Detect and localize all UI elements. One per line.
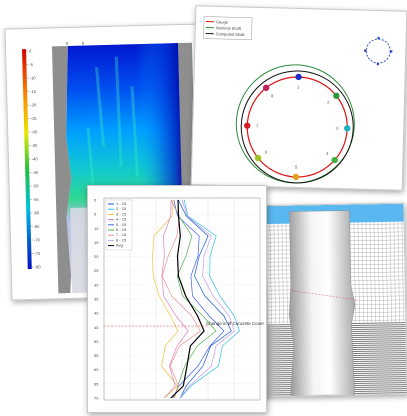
heat-field-streaks — [86, 56, 139, 198]
scale-label: -25 — [31, 116, 38, 121]
depth-tick: 55 — [94, 353, 99, 358]
gauge-dot — [331, 156, 338, 164]
cross-section-panel: Gauge Nominal Shaft Computed Shaft 1 2 3 4 5… — [190, 5, 407, 191]
gauge-dot — [295, 73, 302, 81]
depth-tick: 30 — [94, 282, 99, 287]
depth-tick: 0 — [94, 198, 97, 203]
profile-series — [152, 199, 240, 399]
legend-computed-shaft: Computed Shaft — [216, 31, 246, 37]
gauge-label: 3 — [336, 125, 339, 130]
legend-entry: 5 - 15 — [116, 222, 127, 227]
gauge-dot — [344, 125, 351, 132]
profile-series-line — [180, 199, 240, 399]
legend-entry: 7 - 15 — [116, 232, 127, 237]
depth-tick: 65 — [94, 381, 99, 386]
scale-label: -55 — [33, 197, 40, 202]
gauge-label: 8 — [271, 93, 274, 98]
gauge-label: 1 — [297, 84, 300, 89]
profile-series-line — [161, 199, 201, 399]
gauge-label: 6 — [265, 149, 268, 154]
profile-chart-panel: 0 5 10 15 20 25 30 35 40 45 50 55 60 65 70 1 - 15 2 - 1… — [87, 185, 267, 413]
depth-tick: 10 — [94, 226, 99, 231]
gauge-dot — [262, 84, 270, 92]
legend-entry: 1 - 15 — [116, 201, 127, 206]
profile-series-line — [170, 199, 217, 399]
scale-label: -15 — [30, 89, 37, 94]
gauge-label: 7 — [256, 123, 259, 128]
depth-tick: 15 — [94, 240, 99, 245]
depth-tick: 40 — [94, 311, 99, 316]
shaft-edge-left — [51, 45, 72, 294]
scale-label: -20 — [30, 102, 37, 107]
scale-label: -60 — [33, 210, 40, 215]
legend-entry: Avg — [116, 243, 123, 248]
scale-label: -50 — [33, 183, 40, 188]
gauge-dot — [292, 173, 300, 181]
legend-nominal-shaft: Nominal Shaft — [216, 25, 242, 31]
depth-tick: 50 — [94, 339, 99, 344]
heatmap-top-mark-1: 6 — [82, 41, 85, 46]
gauge-dot — [333, 92, 340, 100]
gauge-dot — [244, 122, 251, 129]
scale-label: -35 — [31, 143, 38, 148]
legend-entry: 8 - 15 — [116, 237, 127, 242]
legend-entry: 6 - 15 — [116, 227, 127, 232]
scale-label: -30 — [31, 129, 38, 134]
annotation-label: Change in Ø Concrete Cover — [206, 321, 265, 326]
compass-icon — [363, 36, 393, 66]
legend-gauge: Gauge — [216, 19, 229, 24]
depth-tick: 70 — [94, 396, 99, 401]
scale-label: -45 — [32, 170, 39, 175]
scale-label: 0 — [29, 48, 32, 53]
depth-tick: 25 — [94, 268, 99, 273]
cross-section-legend: Gauge Nominal Shaft Computed Shaft — [203, 16, 253, 40]
heatmap-top-mark-0: 0 — [66, 41, 69, 46]
scale-labels: 0 -5 -10 -15 -20 -25 -30 -35 -40 -45 -50 -55 -60 -65 -… — [26, 48, 41, 269]
depth-tick: 20 — [94, 254, 99, 259]
scale-label: -40 — [32, 156, 39, 161]
legend-entry: 3 - 15 — [116, 211, 127, 216]
scale-label: -5 — [29, 62, 33, 67]
scale-label: -70 — [34, 237, 41, 242]
shaft-marker-line — [290, 290, 356, 300]
scale-label: -75 — [34, 251, 41, 256]
heat-field-dark-band — [135, 43, 183, 225]
shaft-body — [289, 210, 356, 396]
scale-label: -10 — [30, 75, 37, 80]
profile-series-line — [172, 199, 225, 399]
profile-series-line — [178, 199, 232, 399]
profile-legend: 1 - 152 - 153 - 154 - 155 - 156 - 157 - … — [105, 199, 133, 251]
depth-tick: 60 — [94, 367, 99, 372]
scale-label: -65 — [34, 224, 41, 229]
legend-entry: 4 - 15 — [116, 217, 127, 222]
computed-shaft-circle — [240, 70, 354, 184]
shaft-3d-panel — [244, 202, 407, 398]
gauge-dot — [254, 154, 262, 162]
depth-tick: 45 — [94, 325, 99, 330]
profile-series-line — [152, 199, 179, 399]
profile-series-line — [161, 199, 189, 399]
legend-entry: 2 - 15 — [116, 206, 127, 211]
depth-tick: 5 — [94, 212, 97, 217]
scale-label: -80 — [35, 264, 42, 269]
profile-series-line — [179, 199, 235, 399]
depth-tick: 35 — [94, 297, 99, 302]
gauge-label: 5 — [295, 164, 298, 169]
profile-series-line — [170, 199, 205, 399]
color-scale-bar — [22, 49, 32, 270]
depth-ticks: 0 5 10 15 20 25 30 35 40 45 50 55 60 65 70 — [94, 198, 99, 401]
gauge-label: 4 — [326, 151, 329, 156]
gauge-dots: 1 2 3 4 5 6 7 8 — [244, 73, 351, 181]
gauge-label: 2 — [327, 100, 330, 105]
